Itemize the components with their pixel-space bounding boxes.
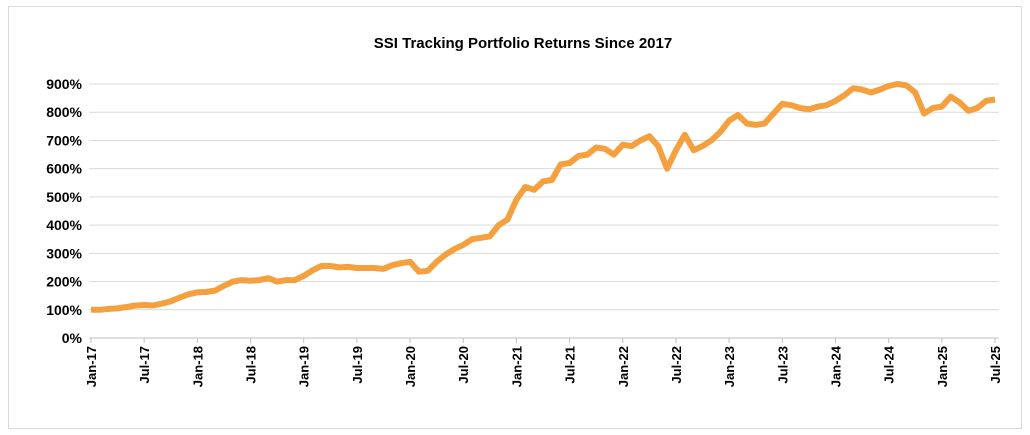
x-tick-label: Jul-22 — [669, 346, 684, 384]
x-tick-label: Jan-24 — [828, 345, 843, 387]
y-tick-label: 900% — [46, 76, 82, 92]
gridlines — [89, 83, 999, 311]
x-axis-ticks: Jan-17 Jul-17 Jan-18 Jul-18 Jan-19 Jul-19 Jan-… — [84, 345, 1003, 387]
x-tick-label: Jul-24 — [882, 345, 897, 383]
x-tick-label: Jul-18 — [244, 346, 259, 384]
y-tick-label: 800% — [46, 104, 82, 120]
x-tick-label: Jan-19 — [297, 346, 312, 387]
portfolio-return-line — [91, 81, 996, 313]
line-chart: SSI Tracking Portfolio Returns Since 201… — [46, 35, 1003, 387]
x-tick-label: Jul-19 — [350, 346, 365, 384]
y-tick-label: 200% — [46, 274, 82, 290]
y-tick-label: 100% — [46, 302, 82, 318]
x-tick-label: Jul-20 — [456, 346, 471, 384]
y-tick-label: 300% — [46, 245, 82, 261]
chart-frame: SSI Tracking Portfolio Returns Since 201… — [8, 6, 1022, 429]
x-axis — [89, 337, 999, 343]
x-tick-label: Jul-25 — [988, 346, 1003, 384]
x-tick-label: Jul-17 — [137, 346, 152, 384]
x-tick-label: Jan-22 — [616, 346, 631, 387]
x-tick-label: Jan-20 — [403, 346, 418, 387]
x-tick-label: Jan-25 — [935, 346, 950, 387]
x-tick-label: Jul-21 — [563, 346, 578, 384]
y-tick-label: 700% — [46, 132, 82, 148]
x-tick-label: Jan-23 — [722, 346, 737, 387]
y-tick-label: 400% — [46, 217, 82, 233]
x-tick-label: Jul-23 — [775, 346, 790, 384]
x-tick-label: Jan-21 — [509, 346, 524, 387]
y-axis-ticks: 0% 100% 200% 300% 400% 500% 600% 700% 800% 900% — [46, 76, 82, 346]
y-tick-label: 600% — [46, 161, 82, 177]
chart-title: SSI Tracking Portfolio Returns Since 201… — [374, 35, 672, 52]
x-tick-label: Jan-17 — [84, 346, 99, 387]
x-tick-label: Jan-18 — [190, 346, 205, 387]
y-tick-label: 500% — [46, 189, 82, 205]
y-tick-label: 0% — [62, 330, 83, 346]
